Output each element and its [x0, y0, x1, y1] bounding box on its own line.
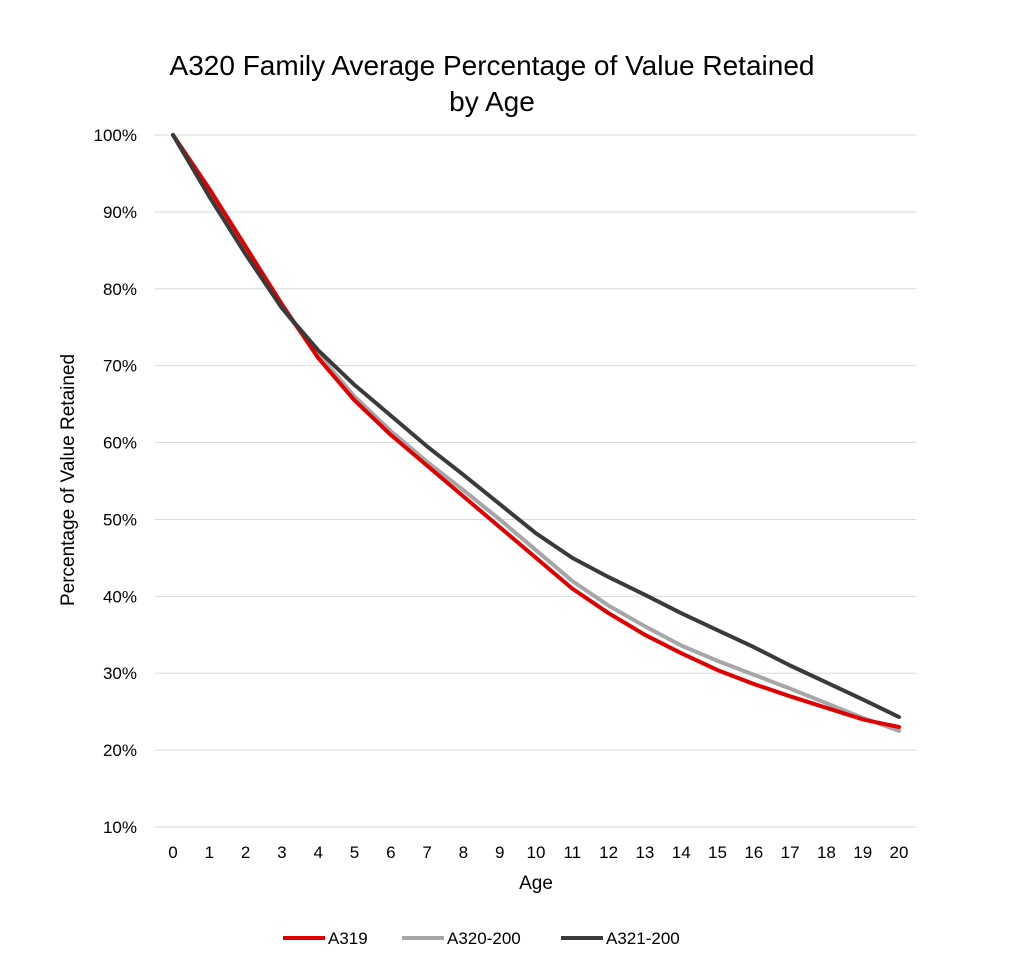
chart-title-line-1: A320 Family Average Percentage of Value … — [170, 50, 815, 81]
x-tick-label: 5 — [350, 843, 359, 862]
x-tick-label: 15 — [708, 843, 727, 862]
y-axis-tick-labels: 10% 20% 30% 40% 50% 60% 70% 80% 90% 100% — [94, 126, 137, 837]
data-series — [171, 133, 901, 733]
series-line-a321-200 — [171, 133, 901, 719]
legend-label-a320-200: A320-200 — [447, 929, 521, 948]
legend: A319 A320-200 A321-200 — [283, 929, 680, 948]
x-tick-label: 10 — [527, 843, 546, 862]
x-tick-label: 12 — [599, 843, 618, 862]
x-axis-tick-labels: 0 1 2 3 4 5 6 7 8 9 10 11 12 13 14 15 16 17 18 19 20 — [168, 843, 908, 862]
y-tick-label: 80% — [103, 280, 137, 299]
y-tick-label: 70% — [103, 357, 137, 376]
x-tick-label: 14 — [672, 843, 691, 862]
x-tick-label: 3 — [277, 843, 286, 862]
legend-label-a319: A319 — [328, 929, 368, 948]
y-tick-label: 90% — [103, 203, 137, 222]
y-tick-label: 50% — [103, 510, 137, 529]
x-tick-label: 20 — [890, 843, 909, 862]
y-tick-label: 100% — [94, 126, 137, 145]
x-tick-label: 7 — [422, 843, 431, 862]
x-tick-label: 1 — [205, 843, 214, 862]
y-tick-label: 30% — [103, 664, 137, 683]
x-tick-label: 19 — [853, 843, 872, 862]
y-tick-label: 10% — [103, 818, 137, 837]
x-tick-label: 6 — [386, 843, 395, 862]
x-tick-label: 17 — [781, 843, 800, 862]
y-tick-label: 60% — [103, 434, 137, 453]
y-tick-label: 40% — [103, 587, 137, 606]
x-tick-label: 16 — [744, 843, 763, 862]
y-tick-label: 20% — [103, 741, 137, 760]
x-tick-label: 9 — [495, 843, 504, 862]
x-tick-label: 11 — [563, 843, 581, 862]
y-axis-title: Percentage of Value Retained — [58, 354, 79, 606]
series-line-a320-200 — [171, 133, 901, 733]
series-line-a319 — [171, 133, 901, 729]
x-tick-label: 18 — [817, 843, 836, 862]
chart-title: A320 Family Average Percentage of Value … — [170, 50, 815, 117]
legend-label-a321-200: A321-200 — [606, 929, 680, 948]
x-tick-label: 13 — [635, 843, 654, 862]
x-tick-label: 8 — [459, 843, 468, 862]
x-tick-label: 4 — [313, 843, 322, 862]
x-axis-title: Age — [519, 873, 553, 894]
x-tick-label: 2 — [241, 843, 250, 862]
x-tick-label: 0 — [168, 843, 177, 862]
gridlines — [155, 134, 916, 828]
chart-title-line-2: by Age — [449, 86, 535, 117]
